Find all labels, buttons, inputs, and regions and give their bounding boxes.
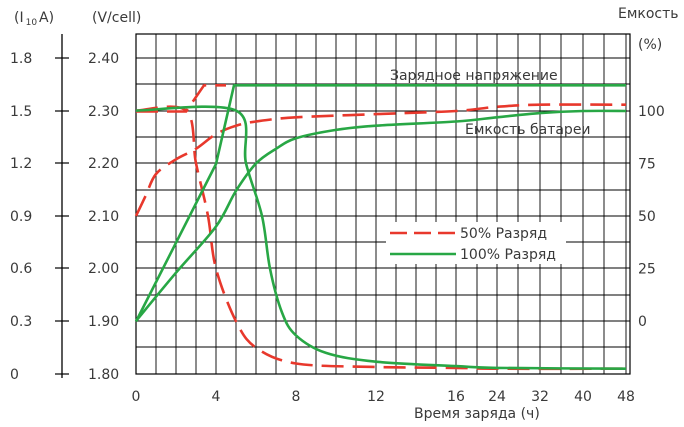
annotation-battery-capacity: Емкость батареи bbox=[465, 122, 591, 138]
series-line-100-capacity bbox=[134, 109, 627, 322]
voltage-axis-unit: (V/cell) bbox=[92, 10, 141, 26]
voltage-tick-label: 1.80 bbox=[88, 367, 119, 383]
x-tick-label: 40 bbox=[574, 389, 592, 405]
current-axis-unit: (I 10 A) bbox=[14, 10, 54, 28]
current-tick-label: 0.6 bbox=[10, 261, 32, 277]
capacity-axis-title: Емкость bbox=[618, 6, 679, 22]
x-tick-label: 48 bbox=[617, 389, 635, 405]
x-axis-label: Время заряда (ч) bbox=[414, 406, 540, 422]
capacity-tick-label: 50 bbox=[638, 209, 656, 225]
series-lines bbox=[134, 84, 627, 371]
current-tick-label: 0.9 bbox=[10, 209, 32, 225]
current-tick-label: 0 bbox=[10, 367, 19, 383]
x-tick-label: 16 bbox=[447, 389, 465, 405]
x-tick-label: 0 bbox=[132, 389, 141, 405]
voltage-tick-label: 2.30 bbox=[88, 104, 119, 120]
current-tick-label: 0.3 bbox=[10, 314, 32, 330]
x-tick-label: 8 bbox=[292, 389, 301, 405]
x-tick-label: 32 bbox=[531, 389, 549, 405]
capacity-tick-label: 75 bbox=[638, 157, 656, 173]
legend-label-100: 100% Разряд bbox=[460, 247, 556, 263]
current-tick-label: 1.5 bbox=[10, 104, 32, 120]
legend-background bbox=[386, 222, 566, 264]
current-tick-label: 1.2 bbox=[10, 156, 32, 172]
voltage-tick-label: 2.20 bbox=[88, 156, 119, 172]
series-line-50-current bbox=[135, 105, 627, 371]
series-line-50-voltage bbox=[136, 84, 226, 113]
grid bbox=[135, 33, 631, 375]
capacity-axis-unit: (%) bbox=[638, 37, 662, 53]
labels: (I 10 A) (V/cell) Емкость (%) Время заряда… bbox=[14, 6, 679, 422]
voltage-tick-label: 2.10 bbox=[88, 209, 119, 225]
capacity-tick-label: 100 bbox=[638, 104, 665, 120]
x-tick-label: 12 bbox=[367, 389, 385, 405]
capacity-tick-label: 25 bbox=[638, 262, 656, 278]
legend-label-50: 50% Разряд bbox=[460, 226, 547, 242]
voltage-tick-label: 1.90 bbox=[88, 314, 119, 330]
series-line-100-voltage bbox=[134, 84, 626, 323]
voltage-tick-label: 2.40 bbox=[88, 51, 119, 67]
x-tick-label: 24 bbox=[488, 389, 506, 405]
legend: 50% Разряд 100% Разряд bbox=[386, 222, 566, 264]
voltage-tick-label: 2.00 bbox=[88, 261, 119, 277]
capacity-tick-label: 0 bbox=[638, 314, 647, 330]
x-tick-label: 4 bbox=[212, 389, 221, 405]
axes: 0 0.3 0.6 0.9 1.2 1.5 1.8 1.80 1.90 2.00 2.10 2.20 2… bbox=[10, 34, 665, 405]
annotation-charge-voltage: Зарядное напряжение bbox=[390, 68, 558, 84]
current-tick-label: 1.8 bbox=[10, 51, 32, 67]
series-line-50-capacity bbox=[134, 103, 627, 217]
series-line-100-current bbox=[135, 105, 627, 370]
